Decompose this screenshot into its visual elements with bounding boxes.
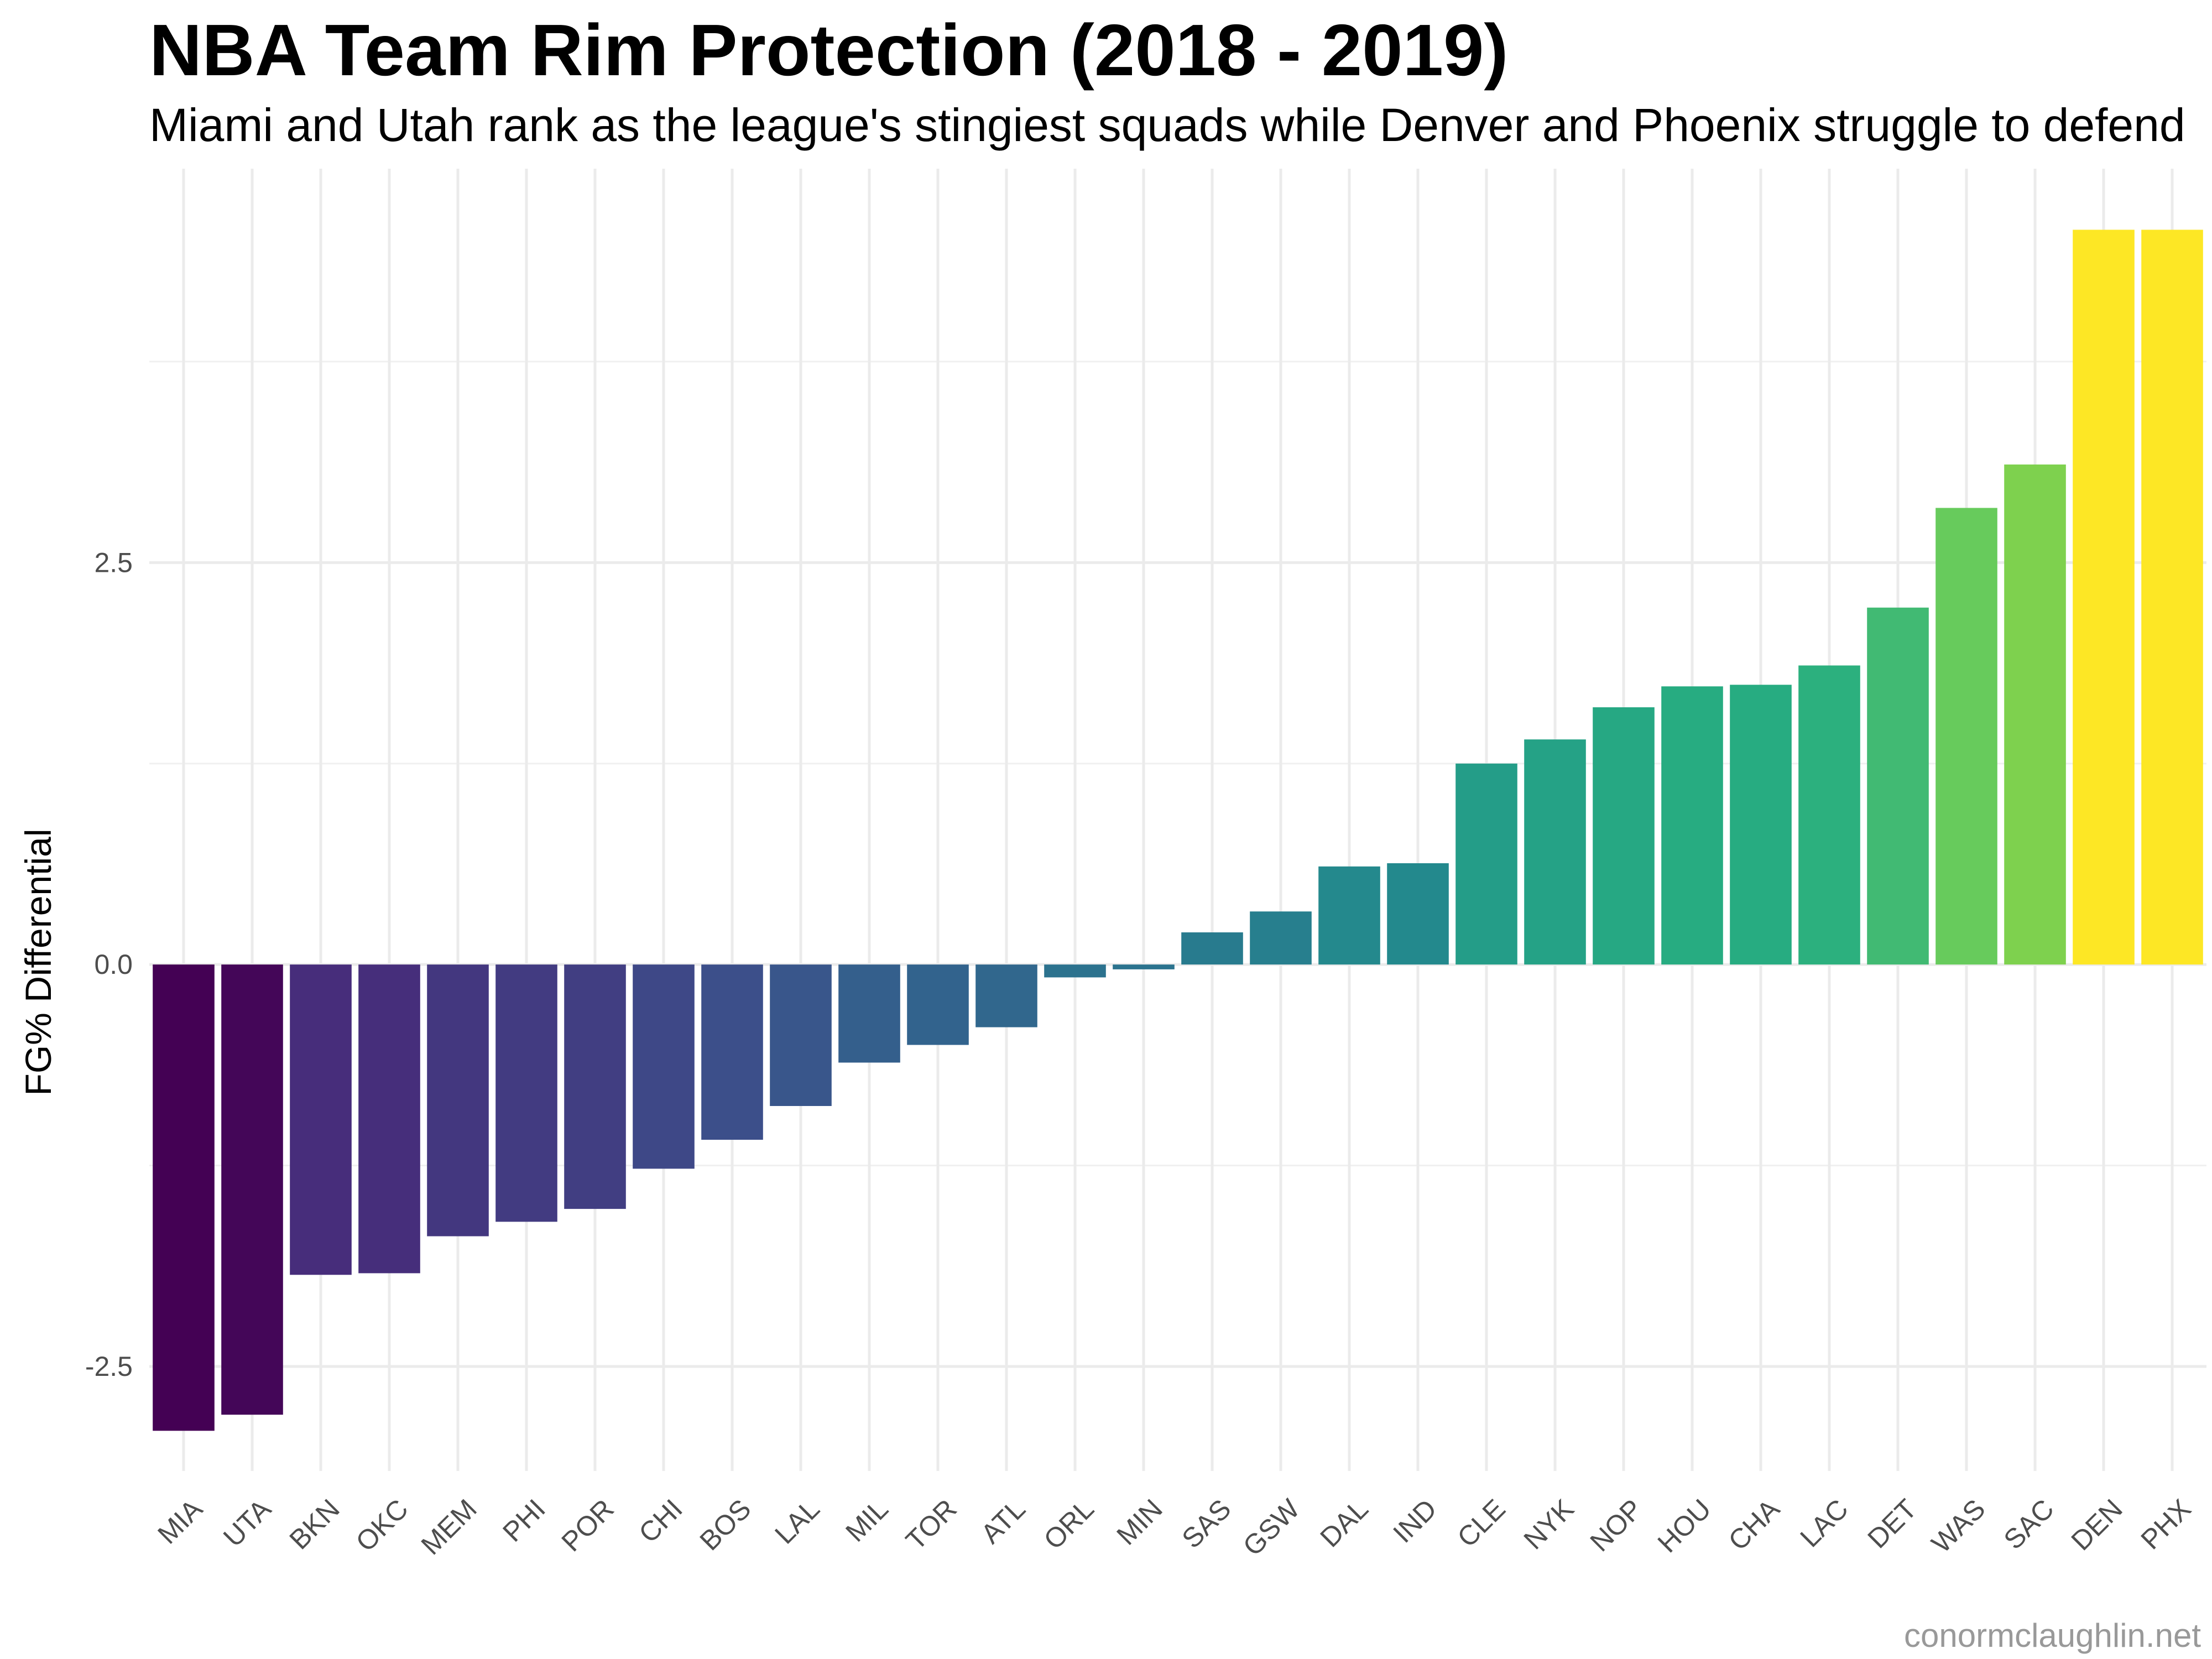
x-tick-label: IND: [1387, 1493, 1442, 1548]
x-tick-label: POR: [556, 1493, 620, 1557]
bar-phi: [495, 964, 557, 1222]
x-tick-label: ORL: [1038, 1493, 1100, 1555]
bar-det: [1867, 607, 1929, 965]
bar-sac: [2004, 464, 2066, 965]
y-tick-label: 0.0: [94, 949, 133, 980]
bar-bkn: [290, 964, 352, 1275]
bar-tor: [907, 964, 969, 1045]
bar-ind: [1387, 863, 1449, 965]
bar-atl: [975, 964, 1037, 1027]
bar-sas: [1181, 932, 1243, 965]
x-tick-label: LAL: [769, 1493, 826, 1550]
bar-den: [2073, 229, 2135, 965]
bar-okc: [358, 964, 420, 1274]
x-tick-label: ATL: [975, 1493, 1031, 1550]
x-tick-label: TOR: [900, 1493, 963, 1556]
x-tick-label: DET: [1861, 1493, 1922, 1554]
bars-layer: [153, 229, 2203, 1431]
chart-title: NBA Team Rim Protection (2018 - 2019): [149, 9, 1509, 91]
x-tick-label: PHX: [2135, 1493, 2197, 1555]
bar-was: [1936, 508, 1997, 965]
x-tick-label: MIL: [839, 1493, 894, 1548]
bar-mem: [427, 964, 489, 1237]
x-tick-label: MEM: [415, 1493, 483, 1561]
x-tick-label: PHI: [497, 1493, 551, 1548]
bar-orl: [1044, 964, 1106, 978]
x-tick-label: DEN: [2065, 1493, 2128, 1556]
bar-hou: [1661, 686, 1723, 965]
x-tick-label: SAC: [1998, 1493, 2060, 1555]
bar-uta: [221, 964, 283, 1415]
x-tick-label: UTA: [217, 1493, 277, 1553]
x-tick-label: NYK: [1518, 1493, 1580, 1555]
x-tick-label: DAL: [1314, 1493, 1374, 1553]
bar-gsw: [1250, 911, 1312, 965]
x-tick-label: WAS: [1926, 1493, 1991, 1559]
bar-mil: [838, 964, 900, 1063]
y-tick-label: 2.5: [94, 547, 133, 578]
x-tick-label: CHA: [1723, 1493, 1786, 1557]
bar-nyk: [1524, 739, 1586, 965]
bar-chi: [633, 964, 695, 1169]
bar-min: [1113, 964, 1175, 969]
bar-phx: [2141, 229, 2203, 965]
x-tick-label: BOS: [694, 1493, 757, 1556]
x-tick-label: HOU: [1652, 1493, 1717, 1558]
x-tick-label: GSW: [1237, 1493, 1306, 1562]
x-tick-label: LAC: [1794, 1493, 1854, 1553]
bar-mia: [153, 964, 215, 1431]
bar-dal: [1318, 866, 1380, 965]
bar-por: [564, 964, 626, 1209]
bar-bos: [701, 964, 763, 1140]
bar-lac: [1798, 665, 1860, 965]
bar-nop: [1593, 707, 1655, 965]
bar-lal: [770, 964, 832, 1107]
bar-cle: [1455, 763, 1517, 965]
x-tick-label: SAS: [1176, 1493, 1237, 1554]
y-tick-label: -2.5: [85, 1351, 133, 1382]
x-tick-label: BKN: [284, 1493, 346, 1555]
y-axis-label: FG% Differential: [18, 829, 59, 1096]
x-tick-label: CLE: [1451, 1493, 1511, 1553]
chart-subtitle: Miami and Utah rank as the league's stin…: [149, 99, 2185, 151]
x-tick-label: NOP: [1584, 1493, 1648, 1557]
x-tick-label: OKC: [350, 1493, 414, 1557]
bar-cha: [1730, 685, 1792, 965]
x-tick-label: MIA: [152, 1493, 208, 1550]
x-tick-label: MIN: [1110, 1493, 1168, 1551]
source-caption: conormclaughlin.net: [1904, 1617, 2201, 1654]
x-tick-label: CHI: [633, 1493, 688, 1548]
